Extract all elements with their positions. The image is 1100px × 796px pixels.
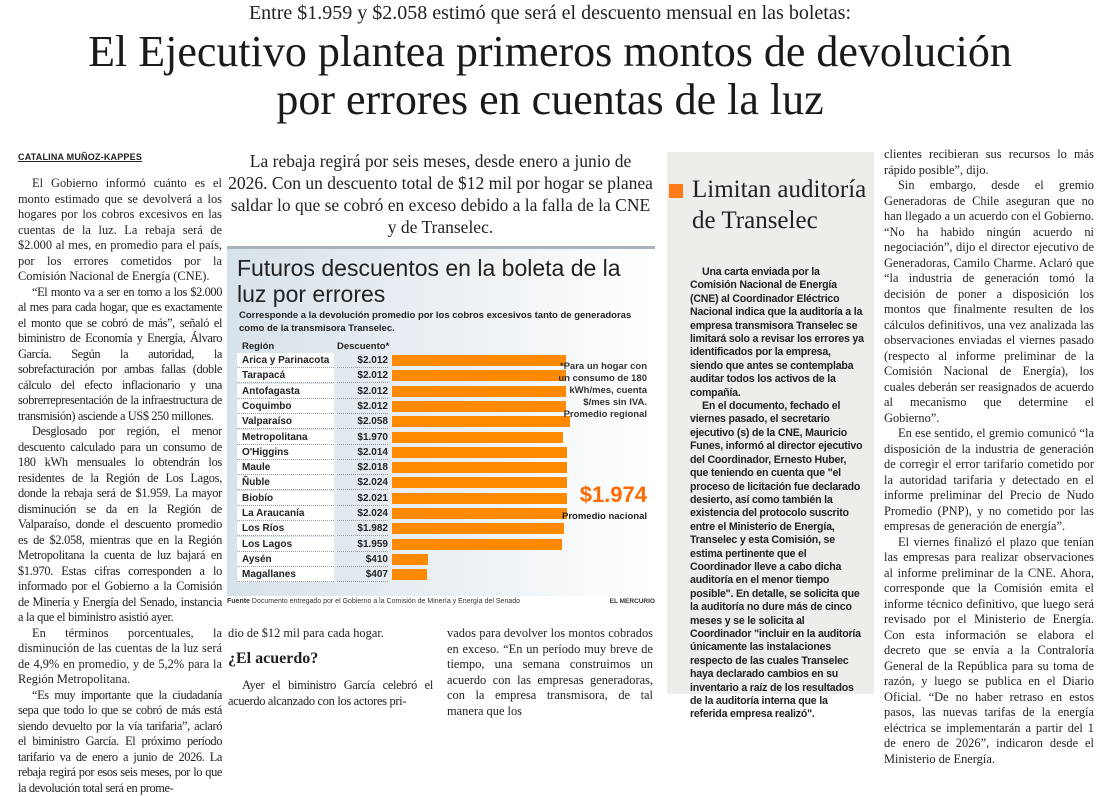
- bar: [392, 569, 427, 580]
- bar: [392, 432, 563, 443]
- bar: [392, 477, 567, 488]
- paragraph: En el documento, fechado el viernes pasa…: [690, 400, 866, 722]
- sidebar-title: Limitan auditoría de Transelec: [692, 174, 874, 236]
- chart-row: Maule$2.018: [237, 460, 617, 475]
- chart-source: Fuente Documento entregado por el Gobier…: [227, 598, 655, 605]
- discount-label: $2.018: [337, 460, 388, 475]
- national-average-label: Promedio nacional: [547, 511, 647, 522]
- region-label: Ñuble: [237, 475, 334, 490]
- region-label: Los Lagos: [237, 537, 334, 552]
- discount-label: $2.012: [337, 384, 388, 399]
- discount-label: $2.012: [337, 368, 388, 383]
- discount-label: $410: [337, 552, 388, 567]
- paragraph: El viernes finalizó el plazo que tenían …: [884, 535, 1094, 768]
- bar: [392, 370, 566, 381]
- paragraph: “Es muy importante que la ciudadanía sep…: [18, 688, 222, 796]
- paragraph: En términos porcentuales, la disminución…: [18, 626, 222, 688]
- bar: [392, 447, 567, 458]
- discount-label: $2.024: [337, 475, 388, 490]
- bar: [392, 523, 564, 534]
- region-label: Maule: [237, 460, 334, 475]
- bar: [392, 401, 566, 412]
- center-column-a: dio de $12 mil para cada hogar.: [228, 626, 433, 642]
- paragraph: En ese sentido, el gremio comunicó “la d…: [884, 426, 1094, 535]
- national-average: $1.974: [547, 482, 647, 508]
- region-label: O'Higgins: [237, 445, 334, 460]
- discount-label: $2.014: [337, 445, 388, 460]
- region-label: Valparaíso: [237, 414, 334, 429]
- region-label: Magallanes: [237, 567, 334, 582]
- sidebar-box: Limitan auditoría de Transelec Una carta…: [667, 152, 874, 694]
- chart-row: Los Ríos$1.982: [237, 521, 617, 536]
- region-label: Arica y Parinacota: [237, 353, 334, 368]
- paragraph: Sin embargo, desde el gremio Generadoras…: [884, 178, 1094, 426]
- chart-row: Metropolitana$1.970: [237, 430, 617, 445]
- center-column-a-body: Ayer el biministro García celebró el acu…: [228, 678, 433, 709]
- region-label: Aysén: [237, 552, 334, 567]
- subheading: ¿El acuerdo?: [228, 650, 318, 668]
- discount-label: $2.021: [337, 491, 388, 506]
- center-column-b: vados para devolver los montos cobrados …: [447, 626, 653, 719]
- column-header-discount: Descuento*: [337, 341, 389, 352]
- source-label: Fuente: [227, 598, 250, 605]
- chart-note: *Para un hogar con un consumo de 180 kWh…: [547, 361, 647, 421]
- paragraph: Desglosado por región, el menor descuent…: [18, 424, 222, 626]
- orange-square-icon: [669, 184, 683, 198]
- chart-row: Magallanes$407: [237, 567, 617, 582]
- deck: La rebaja regirá por seis meses, desde e…: [228, 150, 653, 238]
- article-column-4: clientes recibieran sus recursos lo más …: [884, 147, 1094, 767]
- bar: [392, 355, 566, 366]
- paragraph-end: dio de $12 mil para cada hogar.: [228, 626, 433, 642]
- discount-label: $2.012: [337, 399, 388, 414]
- region-label: La Araucanía: [237, 506, 334, 521]
- region-label: Antofagasta: [237, 384, 334, 399]
- chart-row: Aysén$410: [237, 552, 617, 567]
- region-label: Los Ríos: [237, 521, 334, 536]
- region-label: Biobío: [237, 491, 334, 506]
- bar-chart: Futuros descuentos en la boleta de la lu…: [227, 246, 655, 596]
- byline: CATALINA MUÑOZ-KAPPES: [18, 152, 142, 162]
- discount-label: $2.012: [337, 353, 388, 368]
- headline: El Ejecutivo plantea primeros montos de …: [0, 28, 1100, 124]
- paragraph: Ayer el biministro García celebró el acu…: [228, 678, 433, 709]
- bar: [392, 462, 567, 473]
- discount-label: $1.982: [337, 521, 388, 536]
- bar: [392, 508, 567, 519]
- bar: [392, 539, 562, 550]
- discount-label: $1.959: [337, 537, 388, 552]
- chart-title: Futuros descuentos en la boleta de la lu…: [237, 255, 637, 307]
- source-text: Documento entregado por el Gobierno a la…: [252, 598, 520, 605]
- article-column-1: El Gobierno informó cuánto es el monto e…: [18, 176, 222, 796]
- bar: [392, 554, 428, 565]
- bar: [392, 493, 567, 504]
- chart-row: Los Lagos$1.959: [237, 537, 617, 552]
- discount-label: $2.024: [337, 506, 388, 521]
- paragraph: El Gobierno informó cuánto es el monto e…: [18, 176, 222, 285]
- discount-label: $2.058: [337, 414, 388, 429]
- bar: [392, 386, 566, 397]
- kicker: Entre $1.959 y $2.058 estimó que será el…: [0, 2, 1100, 25]
- region-label: Tarapacá: [237, 368, 334, 383]
- region-label: Metropolitana: [237, 430, 334, 445]
- column-header-region: Región: [242, 341, 274, 352]
- brand: EL MERCURIO: [610, 598, 655, 605]
- region-label: Coquimbo: [237, 399, 334, 414]
- paragraph: clientes recibieran sus recursos lo más …: [884, 147, 1094, 178]
- chart-subtitle: Corresponde a la devolución promedio por…: [239, 309, 639, 335]
- paragraph: vados para devolver los montos cobrados …: [447, 626, 653, 719]
- discount-label: $407: [337, 567, 388, 582]
- chart-row: O'Higgins$2.014: [237, 445, 617, 460]
- bar: [392, 416, 570, 427]
- paragraph: “El monto va a ser en torno a los $2.000…: [18, 285, 222, 425]
- discount-label: $1.970: [337, 430, 388, 445]
- paragraph: Una carta enviada por la Comisión Nacion…: [690, 266, 866, 400]
